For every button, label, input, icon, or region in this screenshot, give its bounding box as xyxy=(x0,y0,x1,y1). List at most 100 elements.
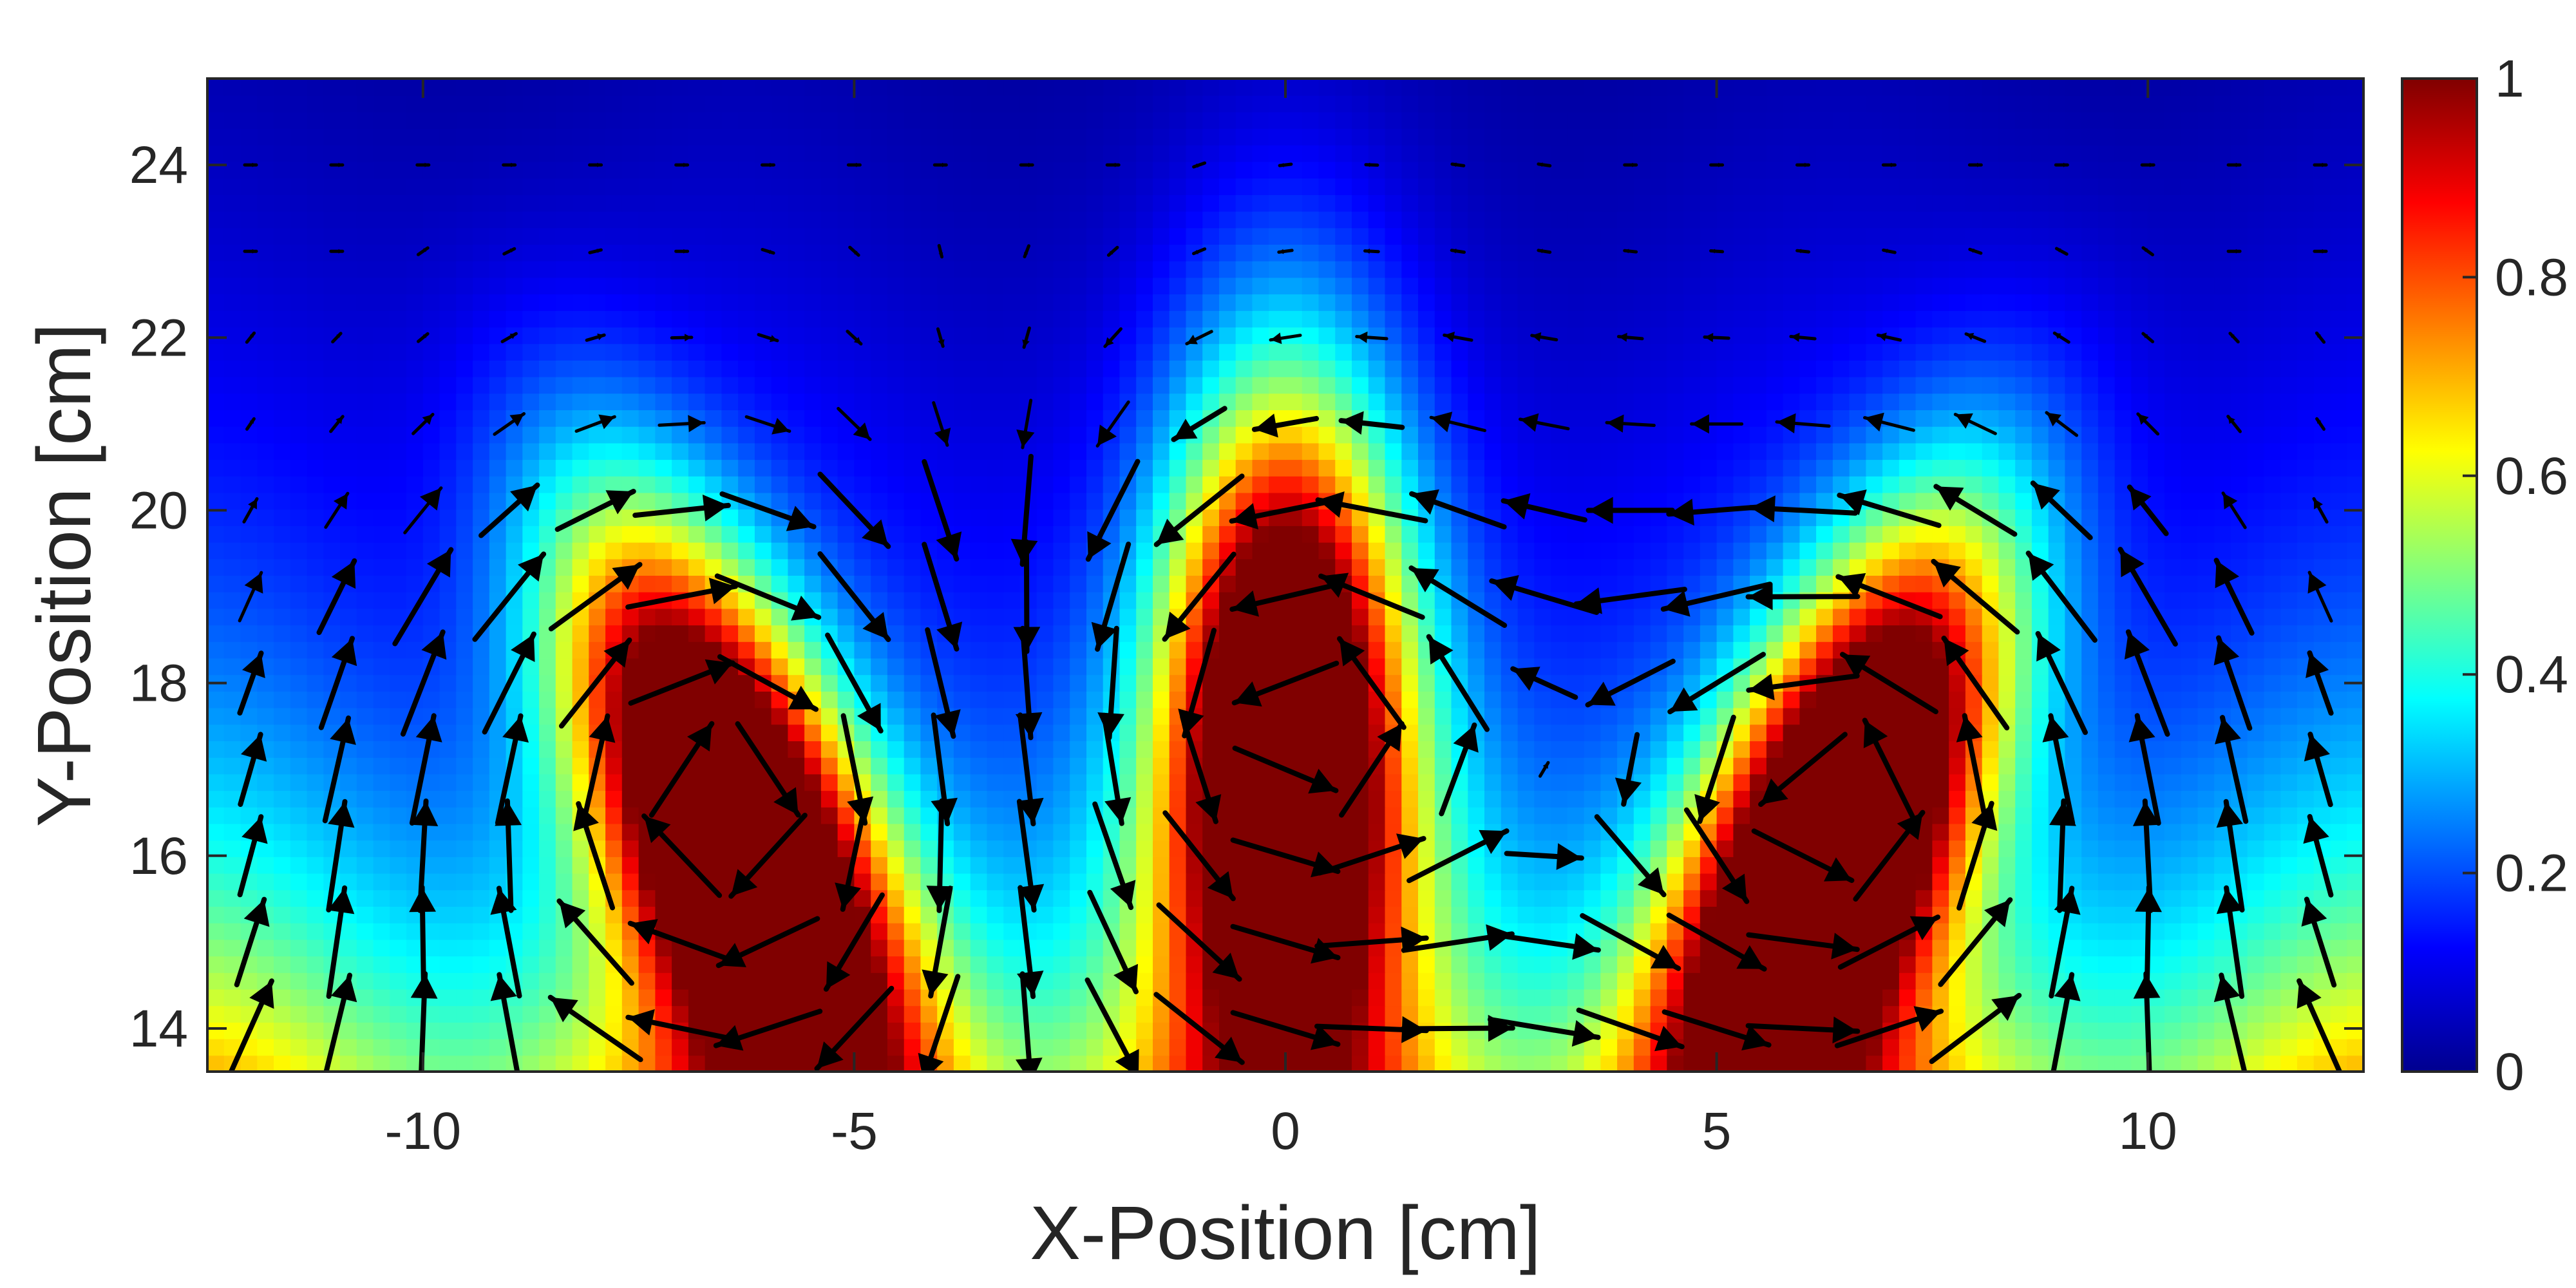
heatmap-cell xyxy=(1932,591,1950,609)
heatmap-cell xyxy=(290,690,308,708)
heatmap-cell xyxy=(2081,1021,2099,1039)
heatmap-cell xyxy=(1451,922,1469,940)
heatmap-cell xyxy=(2247,757,2265,775)
heatmap-cell xyxy=(2264,840,2282,857)
heatmap-cell xyxy=(2313,972,2331,990)
heatmap-cell xyxy=(240,542,258,560)
heatmap-cell xyxy=(1434,889,1452,907)
heatmap-cell xyxy=(1750,475,1767,493)
heatmap-cell xyxy=(1352,972,1369,990)
heatmap-cell xyxy=(1600,475,1618,493)
heatmap-cell xyxy=(1617,1038,1634,1056)
heatmap-cell xyxy=(2280,724,2298,741)
heatmap-cell xyxy=(307,956,325,973)
heatmap-cell xyxy=(1750,856,1767,874)
heatmap-cell xyxy=(1799,773,1817,791)
heatmap-cell xyxy=(1517,989,1535,1007)
heatmap-cell xyxy=(274,707,291,725)
heatmap-cell xyxy=(837,989,855,1007)
heatmap-cell xyxy=(1600,542,1618,560)
heatmap-cell xyxy=(1899,558,1917,576)
heatmap-cell xyxy=(887,757,905,775)
heatmap-cell xyxy=(1352,608,1369,626)
heatmap-cell xyxy=(240,625,258,642)
heatmap-cell xyxy=(688,608,706,626)
heatmap-cell xyxy=(1567,724,1585,741)
heatmap-cell xyxy=(1750,889,1767,907)
heatmap-cell xyxy=(1716,823,1734,841)
heatmap-cell xyxy=(1567,773,1585,791)
heatmap-cell xyxy=(257,625,275,642)
heatmap-cell xyxy=(373,690,391,708)
heatmap-cell xyxy=(1816,906,1833,923)
heatmap-cell xyxy=(2214,1021,2231,1039)
heatmap-cell xyxy=(1468,442,1486,460)
heatmap-cell xyxy=(2164,773,2182,791)
heatmap-cell xyxy=(605,757,623,775)
heatmap-cell xyxy=(2297,1021,2315,1039)
heatmap-cell xyxy=(1982,1055,2000,1072)
heatmap-cell xyxy=(2214,525,2231,543)
heatmap-cell xyxy=(1733,906,1751,923)
heatmap-cell xyxy=(1551,442,1568,460)
heatmap-cell xyxy=(1832,475,1850,493)
heatmap-cell xyxy=(2330,1005,2348,1023)
heatmap-cell xyxy=(223,575,242,592)
heatmap-cell xyxy=(539,823,556,841)
heatmap-cell xyxy=(1501,558,1519,576)
heatmap-cell xyxy=(340,1055,357,1072)
heatmap-cell xyxy=(920,806,938,824)
heatmap-cell xyxy=(1418,889,1435,907)
heatmap-cell xyxy=(1700,956,1718,973)
heatmap-cell xyxy=(705,625,723,642)
heatmap-cell xyxy=(1667,922,1685,940)
heatmap-cell xyxy=(771,724,789,741)
heatmap-cell xyxy=(1169,741,1187,758)
heatmap-cell xyxy=(2065,674,2083,692)
heatmap-cell xyxy=(705,906,723,923)
heatmap-cell xyxy=(2081,575,2099,592)
heatmap-cell xyxy=(1517,873,1535,891)
heatmap-cell xyxy=(1683,442,1701,460)
heatmap-cell xyxy=(2347,707,2363,725)
heatmap-cell xyxy=(1667,625,1685,642)
heatmap-cell xyxy=(2264,674,2282,692)
heatmap-cell xyxy=(274,906,291,923)
heatmap-cell xyxy=(953,1055,971,1072)
heatmap-cell xyxy=(390,509,408,526)
heatmap-cell xyxy=(1385,922,1403,940)
heatmap-cell xyxy=(2197,558,2215,576)
heatmap-cell xyxy=(373,475,391,493)
heatmap-cell xyxy=(987,922,1005,940)
heatmap-cell xyxy=(1136,757,1153,775)
heatmap-cell xyxy=(1335,459,1353,477)
heatmap-cell xyxy=(1501,906,1519,923)
heatmap-cell xyxy=(887,525,905,543)
heatmap-cell xyxy=(473,1005,490,1023)
heatmap-cell xyxy=(1816,475,1833,493)
heatmap-cell xyxy=(953,989,971,1007)
heatmap-cell xyxy=(439,707,457,725)
heatmap-cell xyxy=(1335,608,1353,626)
heatmap-cell xyxy=(390,956,408,973)
heatmap-cell xyxy=(1866,558,1884,576)
heatmap-cell xyxy=(240,442,258,460)
heatmap-cell xyxy=(2015,674,2032,692)
heatmap-cell xyxy=(1584,459,1602,477)
heatmap-cell xyxy=(621,773,639,791)
heatmap-cell xyxy=(1484,972,1502,990)
heatmap-cell xyxy=(589,442,607,460)
heatmap-cell xyxy=(1153,575,1170,592)
heatmap-cell xyxy=(1169,575,1187,592)
heatmap-cell xyxy=(2280,558,2298,576)
heatmap-cell xyxy=(406,641,424,659)
heatmap-cell xyxy=(1849,459,1867,477)
heatmap-cell xyxy=(2131,608,2149,626)
heatmap-cell xyxy=(1285,956,1303,973)
heatmap-cell xyxy=(1186,542,1204,560)
heatmap-cell xyxy=(1219,989,1236,1007)
heatmap-cell xyxy=(274,509,291,526)
heatmap-cell xyxy=(1534,542,1552,560)
heatmap-cell xyxy=(2297,492,2315,510)
heatmap-cell xyxy=(655,1038,673,1056)
